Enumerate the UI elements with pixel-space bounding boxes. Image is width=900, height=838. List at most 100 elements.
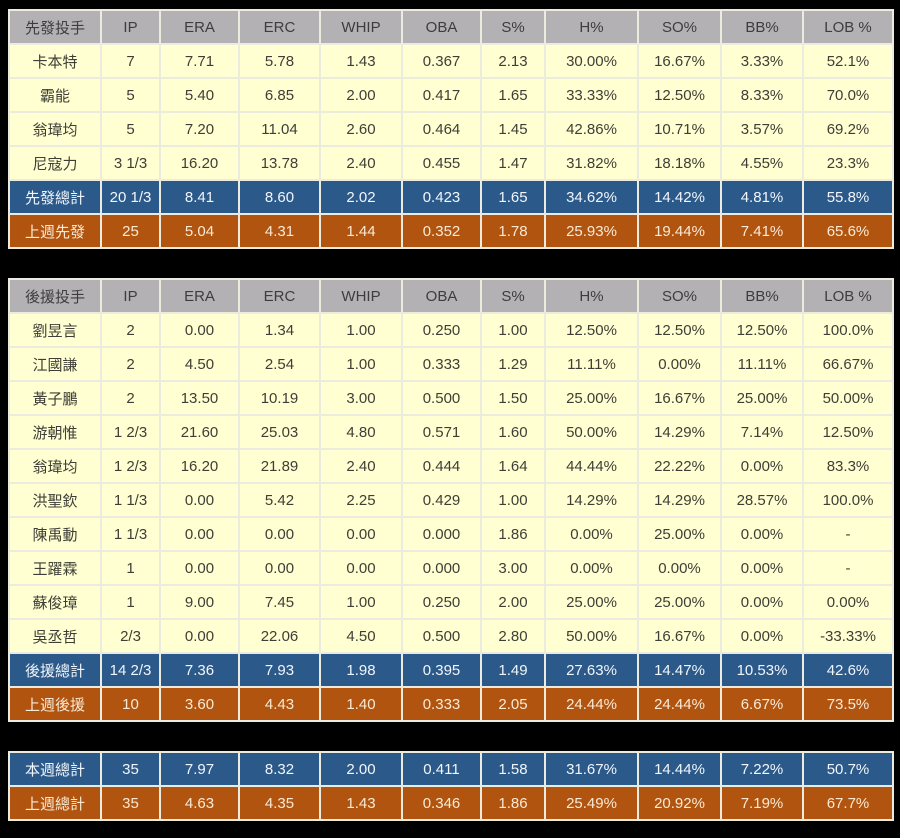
stat-value: 16.67% bbox=[639, 382, 720, 414]
stat-value: 7.97 bbox=[161, 753, 238, 785]
stat-value: 25.03 bbox=[240, 416, 319, 448]
stat-value: 25 bbox=[102, 215, 159, 247]
row-label: 翁瑋均 bbox=[10, 450, 100, 482]
stat-value: 0.346 bbox=[403, 787, 480, 819]
stat-value: -33.33% bbox=[804, 620, 892, 652]
stat-value: 50.00% bbox=[546, 416, 637, 448]
stat-value: 1.34 bbox=[240, 314, 319, 346]
pitcher-row: 洪聖欽 1 1/3 0.00 5.42 2.25 0.429 1.00 14.29% 14.29… bbox=[10, 484, 892, 516]
stat-value: 0.00% bbox=[804, 586, 892, 618]
stat-value: 1.49 bbox=[482, 654, 544, 686]
row-label: 江國謙 bbox=[10, 348, 100, 380]
stat-value: 44.44% bbox=[546, 450, 637, 482]
stat-value: 0.429 bbox=[403, 484, 480, 516]
col-header-s-pct: S% bbox=[482, 280, 544, 312]
stat-value: 25.00% bbox=[546, 586, 637, 618]
stat-value: 2 bbox=[102, 382, 159, 414]
stat-value: 4.80 bbox=[321, 416, 401, 448]
stat-value: 25.00% bbox=[639, 518, 720, 550]
pitcher-row: 劉昱言 2 0.00 1.34 1.00 0.250 1.00 12.50% 12.50% 12.… bbox=[10, 314, 892, 346]
row-label: 上週後援 bbox=[10, 688, 100, 720]
col-header-so-pct: SO% bbox=[639, 280, 720, 312]
stat-value: 20.92% bbox=[639, 787, 720, 819]
stat-value: 7.22% bbox=[722, 753, 802, 785]
stat-value: 3.00 bbox=[482, 552, 544, 584]
stat-value: 42.86% bbox=[546, 113, 637, 145]
stat-value: 0.455 bbox=[403, 147, 480, 179]
stat-value: 0.464 bbox=[403, 113, 480, 145]
row-label: 吳丞哲 bbox=[10, 620, 100, 652]
row-label: 本週總計 bbox=[10, 753, 100, 785]
stat-value: 9.00 bbox=[161, 586, 238, 618]
col-header-erc: ERC bbox=[240, 11, 319, 43]
stat-value: 2.60 bbox=[321, 113, 401, 145]
stat-value: 66.67% bbox=[804, 348, 892, 380]
stat-value: 14.44% bbox=[639, 753, 720, 785]
pitcher-row: 霸能 5 5.40 6.85 2.00 0.417 1.65 33.33% 12.50% 8.33… bbox=[10, 79, 892, 111]
stat-value: 2 bbox=[102, 314, 159, 346]
stat-value: 3.57% bbox=[722, 113, 802, 145]
relievers-title: 後援投手 bbox=[10, 280, 100, 312]
stat-value: 0.00 bbox=[161, 314, 238, 346]
stat-value: 0.250 bbox=[403, 314, 480, 346]
stat-value: 33.33% bbox=[546, 79, 637, 111]
stat-value: 5.40 bbox=[161, 79, 238, 111]
stat-value: 7.93 bbox=[240, 654, 319, 686]
stat-value: - bbox=[804, 552, 892, 584]
pitcher-row: 尼寇力 3 1/3 16.20 13.78 2.40 0.455 1.47 31.82% 18.… bbox=[10, 147, 892, 179]
stat-value: 7.41% bbox=[722, 215, 802, 247]
stat-value: 14.29% bbox=[639, 416, 720, 448]
stat-value: 28.57% bbox=[722, 484, 802, 516]
stat-value: 12.50% bbox=[639, 314, 720, 346]
row-label: 陳禹動 bbox=[10, 518, 100, 550]
stat-value: - bbox=[804, 518, 892, 550]
stat-value: 2.80 bbox=[482, 620, 544, 652]
stat-value: 1 bbox=[102, 586, 159, 618]
row-label: 尼寇力 bbox=[10, 147, 100, 179]
stat-value: 3 1/3 bbox=[102, 147, 159, 179]
stat-value: 10.19 bbox=[240, 382, 319, 414]
stat-value: 0.00% bbox=[722, 552, 802, 584]
stat-value: 1.43 bbox=[321, 45, 401, 77]
stat-value: 16.67% bbox=[639, 45, 720, 77]
stat-value: 1.43 bbox=[321, 787, 401, 819]
stat-value: 0.00% bbox=[639, 552, 720, 584]
stat-value: 0.444 bbox=[403, 450, 480, 482]
stat-value: 3.60 bbox=[161, 688, 238, 720]
stat-value: 0.333 bbox=[403, 348, 480, 380]
stat-value: 1.45 bbox=[482, 113, 544, 145]
stat-value: 0.250 bbox=[403, 586, 480, 618]
starters-table: 先發投手 IP ERA ERC WHIP OBA S% H% SO% BB% L… bbox=[8, 9, 894, 249]
pitcher-row: 蘇俊璋 1 9.00 7.45 1.00 0.250 2.00 25.00% 25.00% 0.0… bbox=[10, 586, 892, 618]
stat-value: 0.411 bbox=[403, 753, 480, 785]
stat-value: 11.04 bbox=[240, 113, 319, 145]
stat-value: 31.67% bbox=[546, 753, 637, 785]
stat-value: 50.00% bbox=[804, 382, 892, 414]
row-label: 黃子鵬 bbox=[10, 382, 100, 414]
stat-value: 0.00% bbox=[546, 552, 637, 584]
stat-value: 0.00 bbox=[240, 518, 319, 550]
stat-value: 5.78 bbox=[240, 45, 319, 77]
stat-value: 0.00% bbox=[546, 518, 637, 550]
stat-value: 10.71% bbox=[639, 113, 720, 145]
stat-value: 4.81% bbox=[722, 181, 802, 213]
col-header-ip: IP bbox=[102, 11, 159, 43]
row-label: 劉昱言 bbox=[10, 314, 100, 346]
stat-value: 0.00 bbox=[161, 518, 238, 550]
stat-value: 16.67% bbox=[639, 620, 720, 652]
stat-value: 4.50 bbox=[161, 348, 238, 380]
stat-value: 1.47 bbox=[482, 147, 544, 179]
stat-value: 83.3% bbox=[804, 450, 892, 482]
stat-value: 0.00 bbox=[161, 484, 238, 516]
row-label: 游朝惟 bbox=[10, 416, 100, 448]
stat-value: 22.06 bbox=[240, 620, 319, 652]
stat-value: 10 bbox=[102, 688, 159, 720]
stat-value: 0.00 bbox=[321, 518, 401, 550]
pitcher-row: 江國謙 2 4.50 2.54 1.00 0.333 1.29 11.11% 0.00% 11.1… bbox=[10, 348, 892, 380]
pitcher-row: 翁瑋均 5 7.20 11.04 2.60 0.464 1.45 42.86% 10.71% 3.… bbox=[10, 113, 892, 145]
row-label: 上週總計 bbox=[10, 787, 100, 819]
stat-value: 2.00 bbox=[321, 79, 401, 111]
row-label: 翁瑋均 bbox=[10, 113, 100, 145]
stat-value: 0.000 bbox=[403, 518, 480, 550]
